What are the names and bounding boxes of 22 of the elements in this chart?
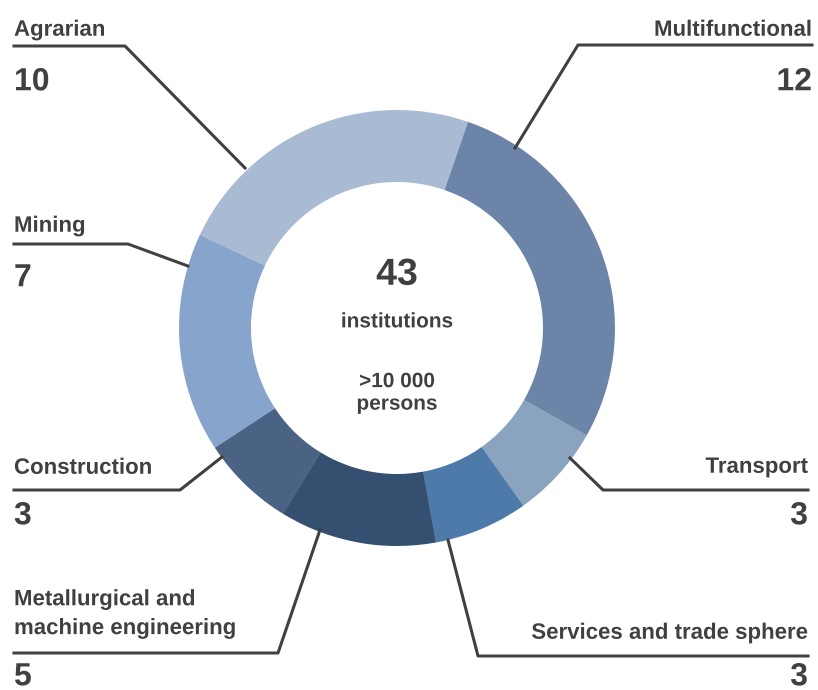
data-label: 7 (15, 264, 30, 286)
donut-slice (282, 452, 436, 546)
donut-slice (214, 408, 321, 514)
donut-slice (423, 446, 524, 542)
donut-slice (179, 234, 276, 448)
data-label: 3 (790, 662, 807, 686)
data-label: 3 (14, 502, 31, 525)
data-label: 10 (16, 68, 48, 91)
slice-label: Construction (14, 458, 151, 474)
donut-slice (482, 400, 587, 506)
slice-label: Transport (706, 457, 808, 478)
slice-label: Services and trade sphere (532, 622, 808, 644)
slice-label: Metallurgical and machine engineering (15, 589, 235, 639)
slice-label: Mining (15, 216, 84, 236)
slice-label: Agrarian (14, 20, 104, 40)
data-label: 5 (14, 663, 31, 686)
text: 43 (376, 258, 416, 286)
text: institutions (342, 312, 452, 328)
data-label: 12 (778, 68, 811, 90)
data-label: 3 (790, 502, 807, 525)
slice-label: Multifunctional (656, 20, 810, 36)
text: >10 000 persons (358, 372, 437, 414)
